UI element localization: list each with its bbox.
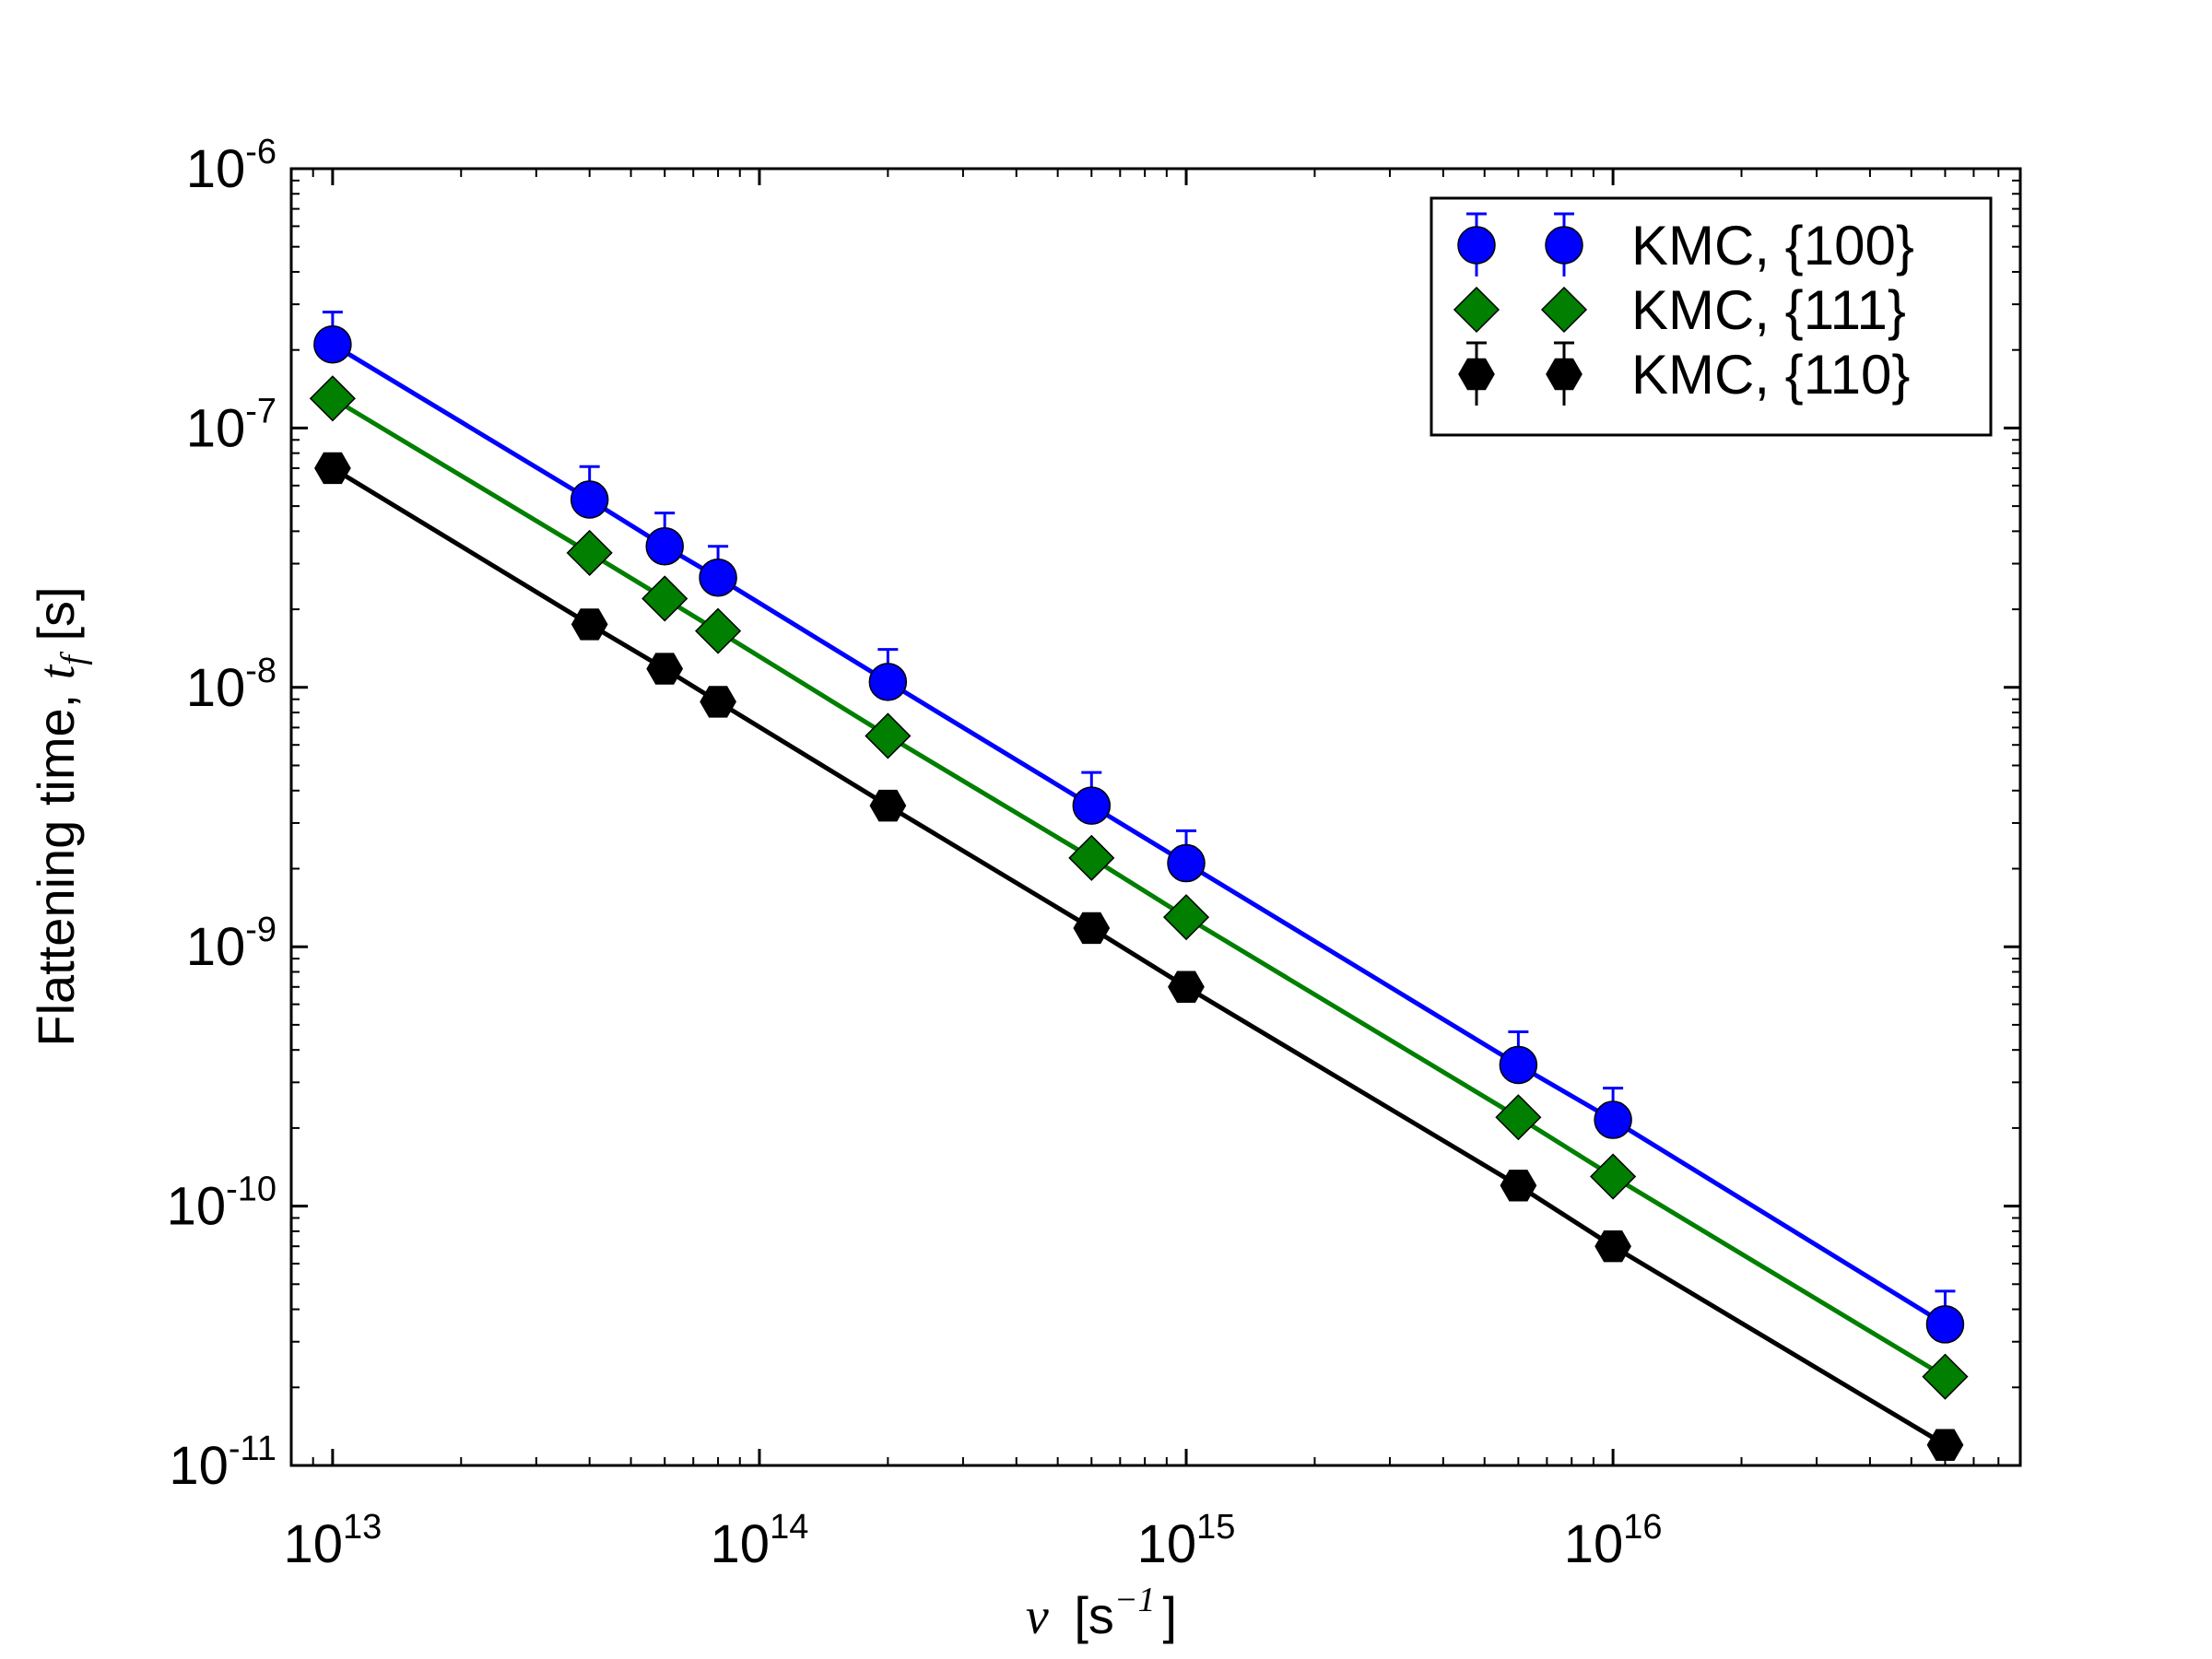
data-point: [695, 607, 742, 654]
y-tick-label: 10-6: [186, 133, 276, 199]
y-axis-symbol: t: [29, 664, 86, 679]
legend-marker: [1545, 226, 1583, 265]
data-point: [699, 558, 737, 597]
x-axis-title: ν [s−1]: [1026, 1581, 1177, 1645]
data-point: [1068, 834, 1115, 881]
x-axis-unit-open: [s: [1074, 1586, 1114, 1644]
data-point: [641, 575, 688, 622]
data-point: [700, 686, 736, 718]
x-axis-unit-close: ]: [1163, 1586, 1178, 1644]
y-tick-label: 10-8: [186, 652, 276, 718]
minor-ticks: [290, 169, 2021, 1465]
data-point: [1925, 1305, 1965, 1344]
legend: KMC, {100}KMC, {111}KMC, {110}: [1430, 196, 1993, 437]
y-axis-title: Flattening time, tf [s]: [27, 586, 93, 1046]
data-point: [1594, 1100, 1632, 1139]
data-point: [1167, 843, 1206, 883]
series-2: [309, 375, 1969, 1400]
data-point: [1168, 971, 1205, 1003]
legend-label: KMC, {100}: [1631, 215, 1914, 276]
legend-entry-2: KMC, {111}: [1453, 279, 1906, 341]
x-tick-labels: 1013 1014 1015 1016: [283, 1508, 1662, 1574]
legend-entries: KMC, {100}KMC, {111}KMC, {110}: [1453, 212, 1914, 406]
legend-label: KMC, {111}: [1631, 279, 1906, 341]
legend-label: KMC, {110}: [1631, 344, 1910, 406]
series-1: [313, 311, 1965, 1344]
x-tick-label: 1015: [1137, 1508, 1236, 1574]
series-line: [331, 465, 1947, 1447]
plot-frame: [289, 167, 2022, 1467]
major-ticks: [291, 167, 2020, 1467]
legend-box: [1430, 196, 1993, 437]
x-axis-symbol: ν: [1026, 1588, 1049, 1645]
x-axis-unit-exp: −1: [1114, 1581, 1156, 1619]
x-tick-label: 1016: [1564, 1508, 1663, 1574]
legend-marker: [1457, 226, 1496, 265]
data-point: [1590, 1153, 1637, 1200]
data-point: [868, 663, 908, 701]
y-axis-title-text: Flattening time,: [27, 679, 85, 1046]
series-line: [331, 396, 1947, 1379]
data-point: [1162, 894, 1210, 941]
legend-entry-3: KMC, {110}: [1458, 341, 1910, 406]
legend-marker: [1458, 358, 1495, 391]
y-tick-label: 10-10: [167, 1171, 276, 1237]
data-point: [869, 789, 907, 822]
data-point: [1499, 1045, 1538, 1085]
legend-marker: [1546, 358, 1583, 391]
data-point: [1073, 912, 1111, 945]
data-point: [309, 375, 356, 422]
y-tick-label: 10-7: [186, 392, 276, 458]
legend-entry-1: KMC, {100}: [1457, 212, 1914, 276]
y-axis-unit: [s]: [27, 586, 85, 655]
data-point: [314, 452, 351, 485]
legend-marker: [1540, 286, 1588, 334]
data-point: [1594, 1230, 1631, 1263]
data-point: [645, 526, 684, 566]
series-3: [314, 452, 1964, 1461]
data-point: [570, 480, 609, 519]
x-tick-label: 1014: [711, 1508, 809, 1574]
x-tick-label: 1013: [283, 1508, 382, 1574]
series-layer: [309, 311, 1969, 1461]
data-point: [1926, 1429, 1964, 1461]
y-tick-labels: 10-6 10-7 10-8 10-9 10-10 10-11: [167, 133, 276, 1496]
y-tick-label: 10-11: [169, 1430, 276, 1496]
data-point: [1922, 1353, 1969, 1400]
data-point: [865, 712, 912, 759]
data-point: [1500, 1170, 1537, 1202]
data-point: [646, 653, 684, 685]
y-tick-label: 10-9: [186, 911, 276, 977]
data-point: [571, 608, 608, 641]
data-point: [313, 324, 352, 364]
data-point: [566, 529, 613, 576]
legend-marker: [1453, 286, 1500, 334]
data-point: [1495, 1094, 1542, 1141]
series-line: [331, 342, 1947, 1327]
data-point: [1072, 786, 1112, 825]
